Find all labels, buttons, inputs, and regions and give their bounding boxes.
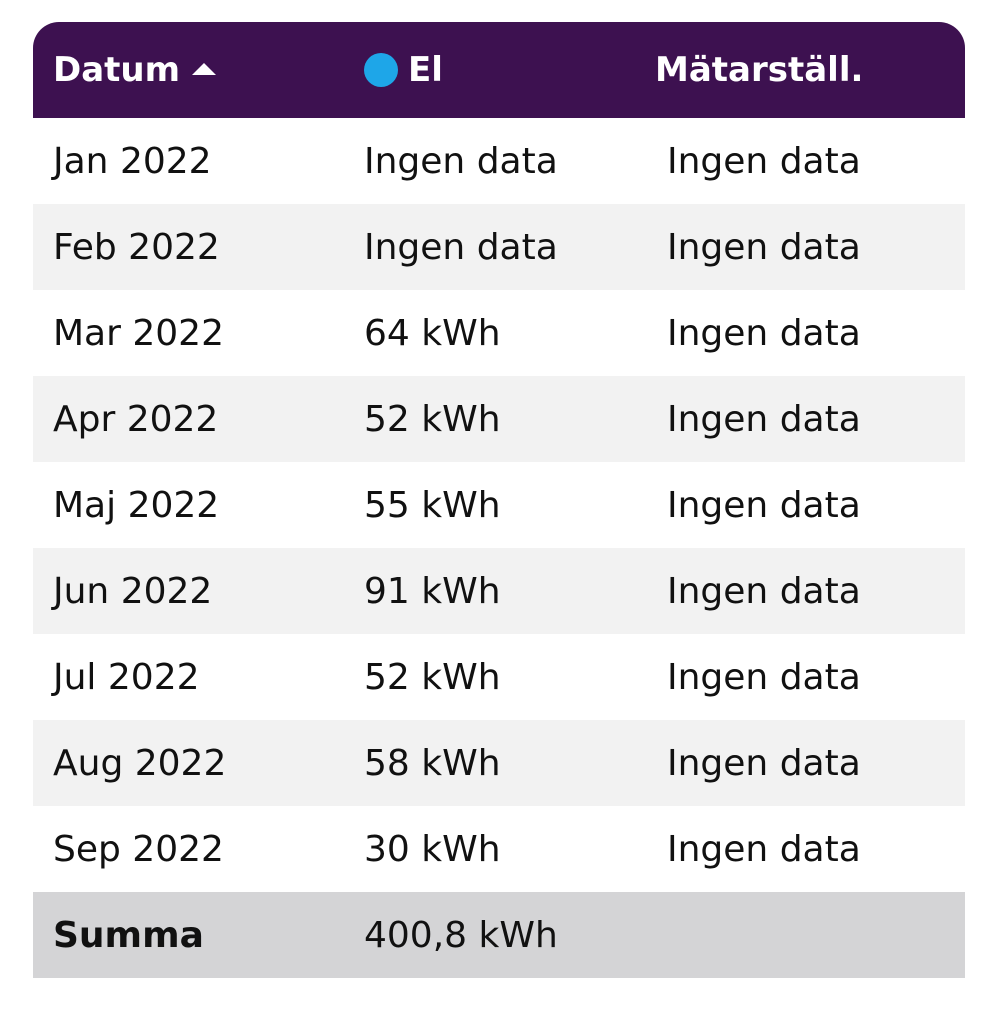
date-cell: Jan 2022 bbox=[53, 140, 212, 182]
el-cell: 64 kWh bbox=[364, 312, 501, 354]
meter-cell: Ingen data bbox=[667, 742, 861, 784]
meter-cell: Ingen data bbox=[667, 484, 861, 526]
el-cell: 91 kWh bbox=[364, 570, 501, 612]
el-cell: 58 kWh bbox=[364, 742, 501, 784]
meter-cell: Ingen data bbox=[667, 828, 861, 870]
summary-label: Summa bbox=[53, 914, 204, 956]
meter-cell: Ingen data bbox=[667, 226, 861, 268]
summary-el-total: 400,8 kWh bbox=[364, 914, 558, 956]
el-cell: Ingen data bbox=[364, 140, 558, 182]
table-row: Apr 2022 52 kWh Ingen data bbox=[33, 376, 965, 462]
date-column-header[interactable]: Datum bbox=[33, 50, 344, 90]
meter-cell: Ingen data bbox=[667, 656, 861, 698]
date-cell: Sep 2022 bbox=[53, 828, 224, 870]
table-row: Sep 2022 30 kWh Ingen data bbox=[33, 806, 965, 892]
meter-column-header[interactable]: Mätarställ. bbox=[655, 50, 965, 90]
date-cell: Apr 2022 bbox=[53, 398, 219, 440]
date-cell: Jul 2022 bbox=[53, 656, 200, 698]
date-cell: Maj 2022 bbox=[53, 484, 220, 526]
meter-cell: Ingen data bbox=[667, 140, 861, 182]
table-row: Jan 2022 Ingen data Ingen data bbox=[33, 118, 965, 204]
sort-ascending-icon bbox=[192, 63, 217, 75]
summary-row: Summa 400,8 kWh bbox=[33, 892, 965, 978]
date-cell: Aug 2022 bbox=[53, 742, 227, 784]
el-column-header[interactable]: El bbox=[344, 50, 655, 90]
el-cell: 30 kWh bbox=[364, 828, 501, 870]
el-legend-dot-icon bbox=[364, 53, 398, 87]
table-row: Jun 2022 91 kWh Ingen data bbox=[33, 548, 965, 634]
table-row: Aug 2022 58 kWh Ingen data bbox=[33, 720, 965, 806]
meter-cell: Ingen data bbox=[667, 570, 861, 612]
table-row: Jul 2022 52 kWh Ingen data bbox=[33, 634, 965, 720]
date-column-label: Datum bbox=[53, 50, 181, 90]
el-cell: Ingen data bbox=[364, 226, 558, 268]
meter-cell: Ingen data bbox=[667, 312, 861, 354]
table-header: Datum El Mätarställ. bbox=[33, 22, 965, 118]
consumption-table: Datum El Mätarställ. Jan 2022 Ingen data… bbox=[33, 22, 965, 978]
table-row: Mar 2022 64 kWh Ingen data bbox=[33, 290, 965, 376]
date-cell: Feb 2022 bbox=[53, 226, 220, 268]
el-column-label: El bbox=[408, 50, 443, 90]
date-cell: Mar 2022 bbox=[53, 312, 224, 354]
el-cell: 55 kWh bbox=[364, 484, 501, 526]
date-cell: Jun 2022 bbox=[53, 570, 213, 612]
meter-cell: Ingen data bbox=[667, 398, 861, 440]
table-row: Maj 2022 55 kWh Ingen data bbox=[33, 462, 965, 548]
el-cell: 52 kWh bbox=[364, 398, 501, 440]
meter-column-label: Mätarställ. bbox=[655, 50, 864, 90]
el-cell: 52 kWh bbox=[364, 656, 501, 698]
table-row: Feb 2022 Ingen data Ingen data bbox=[33, 204, 965, 290]
